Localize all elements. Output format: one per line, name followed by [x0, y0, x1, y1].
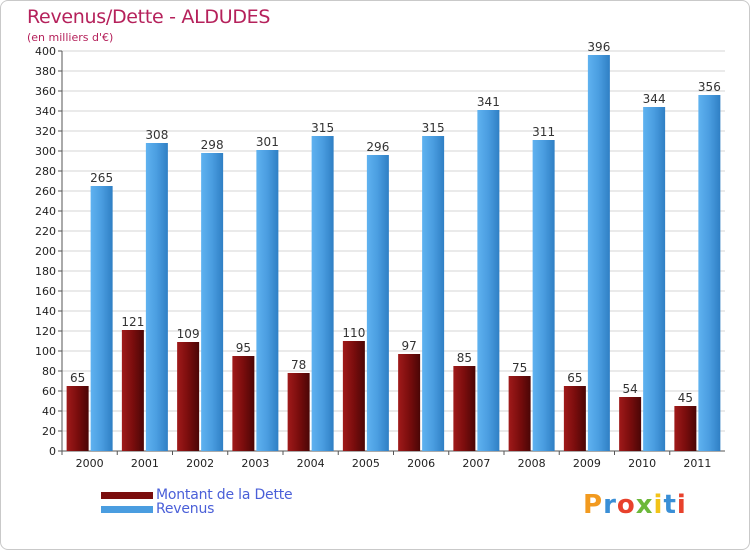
chart-subtitle: (en milliers d'€)	[27, 31, 114, 44]
legend-label: Revenus	[156, 501, 215, 517]
bar-debt	[121, 330, 144, 451]
y-tick-label: 60	[42, 385, 56, 398]
bar-revenue	[311, 136, 334, 451]
legend-label: Montant de la Dette	[156, 487, 293, 503]
logo-letter: P	[583, 490, 604, 520]
bar-revenue	[90, 186, 113, 451]
data-label: 296	[366, 140, 389, 154]
logo-letter: x	[635, 490, 654, 520]
x-tick-label: 2010	[628, 457, 656, 470]
y-tick-label: 320	[35, 125, 56, 138]
data-label: 301	[256, 135, 279, 149]
y-tick-label: 40	[42, 405, 56, 418]
y-tick-label: 360	[35, 85, 56, 98]
bar-revenue	[643, 107, 666, 451]
data-label: 85	[457, 351, 472, 365]
y-tick-label: 380	[35, 65, 56, 78]
x-tick-label: 2004	[297, 457, 325, 470]
x-tick-label: 2007	[462, 457, 490, 470]
logo-letter: i	[676, 490, 687, 520]
bar-revenue	[201, 153, 224, 451]
x-tick-label: 2001	[131, 457, 159, 470]
y-tick-label: 120	[35, 325, 56, 338]
legend-item: Montant de la Dette	[101, 487, 293, 503]
bar-revenue	[698, 95, 721, 451]
data-label: 396	[587, 40, 610, 54]
data-label: 78	[291, 358, 306, 372]
proxiti-logo: Proxiti	[583, 490, 687, 520]
data-label: 121	[121, 315, 144, 329]
data-label: 65	[70, 371, 85, 385]
bar-debt	[619, 397, 642, 451]
data-label: 109	[177, 327, 200, 341]
y-tick-label: 140	[35, 305, 56, 318]
legend-swatch	[101, 505, 153, 513]
x-tick-label: 2006	[407, 457, 435, 470]
y-tick-label: 0	[49, 445, 56, 458]
data-label: 45	[678, 391, 693, 405]
bar-revenue	[532, 140, 555, 451]
x-tick-label: 2011	[683, 457, 711, 470]
data-label: 95	[236, 341, 251, 355]
bar-revenue	[256, 150, 279, 451]
x-tick-label: 2000	[76, 457, 104, 470]
bar-revenue	[145, 143, 168, 451]
bar-revenue	[587, 55, 610, 451]
bar-debt	[177, 342, 200, 451]
logo-letter: o	[616, 490, 636, 520]
bar-debt	[674, 406, 697, 451]
y-tick-label: 240	[35, 205, 56, 218]
x-tick-label: 2009	[573, 457, 601, 470]
data-label: 315	[311, 121, 334, 135]
y-tick-label: 80	[42, 365, 56, 378]
y-tick-label: 100	[35, 345, 56, 358]
logo-letter: i	[653, 490, 664, 520]
x-tick-label: 2002	[186, 457, 214, 470]
bar-debt	[563, 386, 586, 451]
y-tick-label: 400	[35, 45, 56, 58]
chart-title: Revenus/Dette - ALDUDES	[27, 6, 271, 28]
y-tick-label: 260	[35, 185, 56, 198]
x-tick-label: 2008	[518, 457, 546, 470]
y-tick-label: 20	[42, 425, 56, 438]
legend-swatch	[101, 491, 153, 499]
data-label: 97	[401, 339, 416, 353]
data-label: 311	[532, 125, 555, 139]
data-label: 341	[477, 95, 500, 109]
bar-revenue	[366, 155, 389, 451]
y-tick-label: 200	[35, 245, 56, 258]
bar-debt	[398, 354, 421, 451]
x-tick-label: 2005	[352, 457, 380, 470]
bar-debt	[508, 376, 531, 451]
bar-revenue	[477, 110, 500, 451]
y-tick-label: 220	[35, 225, 56, 238]
y-tick-label: 280	[35, 165, 56, 178]
y-tick-label: 160	[35, 285, 56, 298]
data-label: 344	[643, 92, 666, 106]
y-tick-label: 180	[35, 265, 56, 278]
legend-item: Revenus	[101, 501, 215, 517]
bar-revenue	[422, 136, 445, 451]
logo-letter: t	[663, 490, 677, 520]
bar-debt	[66, 386, 89, 451]
x-tick-label: 2003	[241, 457, 269, 470]
y-tick-label: 300	[35, 145, 56, 158]
data-label: 54	[622, 382, 637, 396]
data-label: 75	[512, 361, 527, 375]
data-label: 356	[698, 80, 721, 94]
logo-letter: r	[603, 490, 617, 520]
data-label: 308	[145, 128, 168, 142]
bar-debt	[287, 373, 310, 451]
data-label: 315	[422, 121, 445, 135]
data-label: 265	[90, 171, 113, 185]
y-tick-label: 340	[35, 105, 56, 118]
data-label: 298	[201, 138, 224, 152]
data-label: 110	[342, 326, 365, 340]
data-label: 65	[567, 371, 582, 385]
bar-debt	[453, 366, 476, 451]
bar-debt	[342, 341, 365, 451]
bar-debt	[232, 356, 255, 451]
